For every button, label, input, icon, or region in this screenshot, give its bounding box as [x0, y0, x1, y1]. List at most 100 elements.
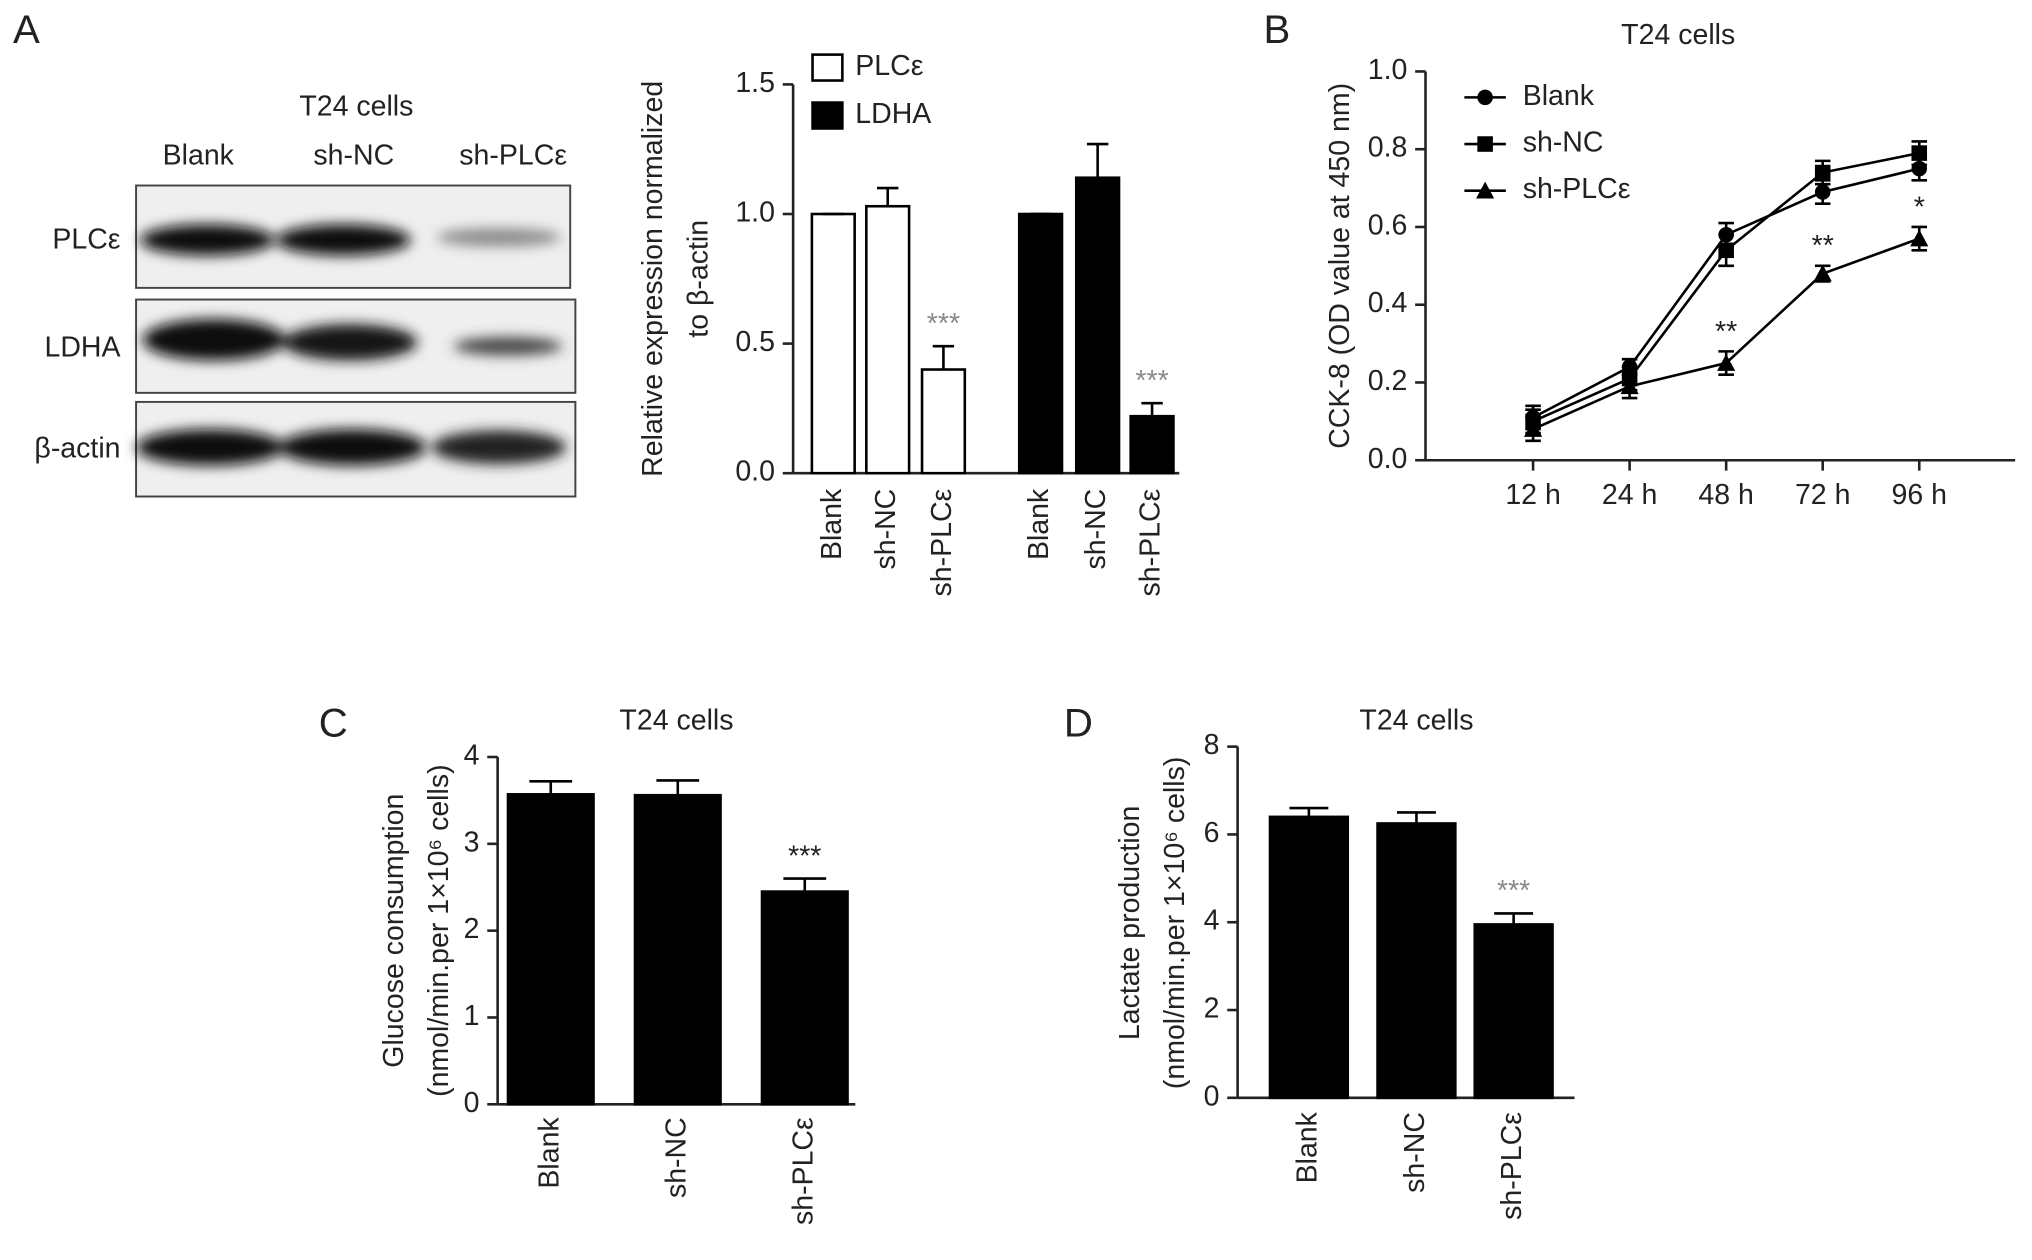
y-tick-label: 1.0	[735, 197, 775, 229]
bar	[1017, 212, 1064, 475]
y-tick-label: 0.0	[735, 456, 775, 488]
error-bar	[529, 780, 573, 795]
lane-label: sh-PLCε	[459, 140, 567, 172]
bar	[865, 204, 911, 475]
legend-swatch	[811, 53, 844, 82]
point	[1524, 420, 1543, 437]
chart: C T24 cells Glucose consumption (nmol/min.p…	[319, 701, 856, 1225]
bar	[633, 793, 722, 1106]
row-label: β-actin	[34, 432, 120, 464]
legend-swatch	[811, 101, 844, 130]
bar	[1268, 815, 1350, 1100]
y-tick-label: 0	[1204, 1080, 1220, 1112]
bar	[810, 212, 856, 475]
legend-label: Blank	[1523, 80, 1595, 112]
y-tick-label: 0.5	[735, 326, 775, 358]
significance: ***	[927, 308, 960, 340]
y-axis-label: Glucose consumption	[378, 794, 410, 1068]
x-tick-label: 96 h	[1892, 479, 1947, 511]
legend-label: sh-NC	[1523, 127, 1604, 159]
x-tick-label: Blank	[533, 1117, 565, 1189]
bar	[1074, 176, 1121, 475]
bar	[506, 793, 595, 1106]
panel-label: D	[1064, 701, 1093, 746]
y-axis-label: CCK-8 (OD value at 450 nm)	[1324, 83, 1356, 449]
point	[1910, 229, 1929, 247]
significance: ***	[1135, 365, 1168, 397]
chart: B T24 cells CCK-8 (OD value at 450 nm) 0.0 0…	[1264, 7, 2016, 511]
significance: *	[1914, 191, 1925, 223]
chart: D T24 cells Lactate production (nmol/min.pe…	[1064, 701, 1575, 1220]
row-label: LDHA	[44, 331, 120, 363]
error-bar	[1141, 401, 1163, 417]
legend-label: LDHA	[855, 98, 931, 130]
significance: **	[1812, 230, 1834, 262]
y-tick-label: 1.5	[735, 67, 775, 99]
y-tick-label: 0.2	[1368, 365, 1408, 397]
y-tick-label: 4	[464, 740, 480, 772]
y-tick-label: 0.0	[1368, 443, 1408, 475]
error-bar	[877, 186, 899, 207]
y-tick-label: 0.8	[1368, 132, 1408, 164]
x-tick-label: 24 h	[1602, 479, 1657, 511]
y-axis-label: (nmol/min.per 1×10⁶ cells)	[423, 764, 455, 1096]
bar	[1473, 923, 1554, 1100]
x-tick-label: sh-PLCε	[1135, 488, 1167, 596]
y-tick-label: 0.4	[1368, 287, 1408, 319]
point	[1476, 181, 1495, 199]
x-tick-label: Blank	[1023, 488, 1055, 560]
significance: ***	[1497, 875, 1530, 907]
y-tick-label: 2	[1204, 993, 1220, 1025]
western-blot: A T24 cells Blank sh-NC sh-PLCε PLCε LDH…	[13, 7, 577, 498]
y-axis-label: to β-actin	[682, 220, 714, 338]
y-tick-label: 2	[464, 913, 480, 945]
point	[1477, 136, 1493, 152]
y-tick-label: 6	[1204, 817, 1220, 849]
y-axis-label: (nmol/min.per 1×10⁶ cells)	[1159, 757, 1191, 1089]
y-axis-label: Relative expression normalized	[637, 81, 669, 477]
x-tick-label: sh-PLCε	[926, 488, 958, 596]
bar	[1376, 822, 1457, 1100]
chart-title: T24 cells	[1621, 19, 1735, 51]
y-tick-label: 4	[1204, 905, 1220, 937]
lane-label: Blank	[163, 140, 235, 172]
x-tick-label: sh-NC	[870, 489, 902, 570]
row-label: PLCε	[52, 224, 120, 256]
chart: Relative expression normalized to β-actin…	[637, 50, 1180, 596]
chart-title: T24 cells	[1359, 705, 1473, 737]
error-bar	[656, 779, 700, 796]
legend-label: PLCε	[855, 50, 923, 82]
y-tick-label: 0.6	[1368, 210, 1408, 242]
bar	[1129, 414, 1175, 475]
point	[1718, 242, 1734, 259]
bar	[760, 890, 849, 1106]
y-tick-label: 8	[1204, 729, 1220, 761]
line	[1532, 167, 1920, 419]
x-tick-label: 72 h	[1795, 479, 1850, 511]
x-tick-label: Blank	[816, 488, 848, 560]
y-tick-label: 1.0	[1368, 54, 1408, 86]
x-tick-label: 12 h	[1505, 479, 1560, 511]
blot-title: T24 cells	[299, 90, 413, 122]
point	[1477, 89, 1493, 106]
significance: **	[1715, 316, 1737, 348]
y-axis-label: Lactate production	[1114, 806, 1146, 1041]
lane-label: sh-NC	[313, 140, 394, 172]
error-bar	[1289, 806, 1329, 817]
error-bar	[1086, 142, 1109, 178]
point	[1620, 377, 1639, 395]
x-tick-label: 48 h	[1698, 479, 1753, 511]
x-tick-label: sh-PLCε	[787, 1117, 819, 1225]
error-bar	[783, 877, 827, 892]
y-tick-label: 1	[464, 1000, 480, 1032]
y-tick-label: 3	[464, 826, 480, 858]
y-tick-label: 0	[464, 1087, 480, 1119]
legend-label: sh-PLCε	[1523, 173, 1631, 205]
x-tick-label: sh-NC	[660, 1117, 692, 1198]
blot-bands	[136, 224, 567, 466]
x-tick-label: sh-NC	[1080, 489, 1112, 570]
point	[1814, 164, 1831, 181]
error-bar	[932, 344, 955, 370]
